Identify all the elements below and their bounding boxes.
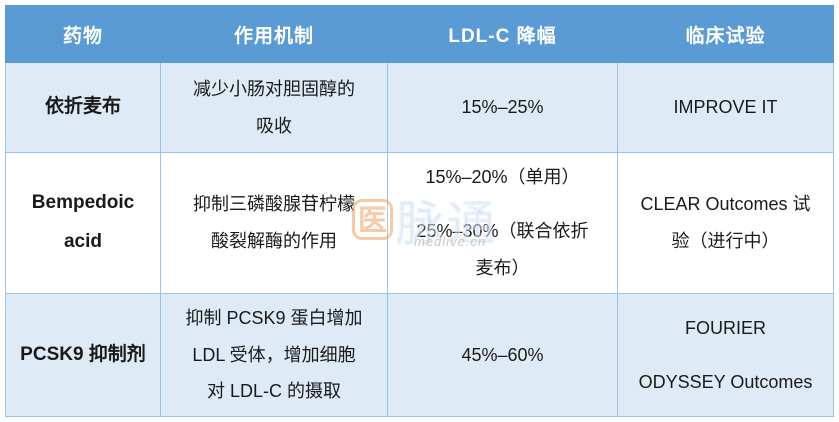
mechanism-cell: 抑制三磷酸腺苷柠檬酸裂解酶的作用 [160,152,388,294]
col-header-ldl-reduction: LDL-C 降幅 [387,5,618,63]
ldl-reduction-cell: 45%–60% [387,293,618,417]
ldl-value-mono: 15%–20%（单用） [425,167,580,188]
row-pcsk9-inhibitor: PCSK9 抑制剂 抑制 PCSK9 蛋白增加 LDL 受体，增加细胞对 LDL… [5,293,834,417]
trial-name-odyssey: ODYSSEY Outcomes [638,371,813,392]
drug-name-cell: PCSK9 抑制剂 [5,293,161,417]
table-header-row: 药物 作用机制 LDL-C 降幅 临床试验 [5,5,834,63]
drug-comparison-table: 药物 作用机制 LDL-C 降幅 临床试验 依折麦布 减少小肠对胆固醇的吸收 1… [5,5,834,417]
mechanism-cell: 抑制 PCSK9 蛋白增加 LDL 受体，增加细胞对 LDL-C 的摄取 [160,293,388,417]
drug-name-cell: Bempedoic acid [5,152,161,294]
mechanism-cell: 减少小肠对胆固醇的吸收 [160,62,388,153]
col-header-mechanism: 作用机制 [160,5,388,63]
clinical-trial-cell: IMPROVE IT [617,62,834,153]
ldl-reduction-cell: 15%–20%（单用） 25%–30%（联合依折麦布） [387,152,618,294]
ldl-reduction-cell: 15%–25% [387,62,618,153]
ldl-value: 45%–60% [461,344,544,365]
col-header-drug: 药物 [5,5,161,63]
clinical-trial-cell: CLEAR Outcomes 试验（进行中） [617,152,834,294]
drug-name-cell: 依折麦布 [5,62,161,153]
ldl-value-combo: 25%–30%（联合依折麦布） [416,221,589,278]
trial-name: IMPROVE IT [673,97,778,118]
trial-name-fourier: FOURIER [685,317,766,338]
row-ezetimibe: 依折麦布 减少小肠对胆固醇的吸收 15%–25% IMPROVE IT [5,62,834,153]
row-bempedoic-acid: Bempedoic acid 抑制三磷酸腺苷柠檬酸裂解酶的作用 15%–20%（… [5,152,834,294]
ldl-value: 15%–25% [461,97,544,118]
clinical-trial-cell: FOURIER ODYSSEY Outcomes [617,293,834,417]
trial-name: CLEAR Outcomes 试验（进行中） [640,194,811,251]
col-header-clinical-trials: 临床试验 [617,5,834,63]
